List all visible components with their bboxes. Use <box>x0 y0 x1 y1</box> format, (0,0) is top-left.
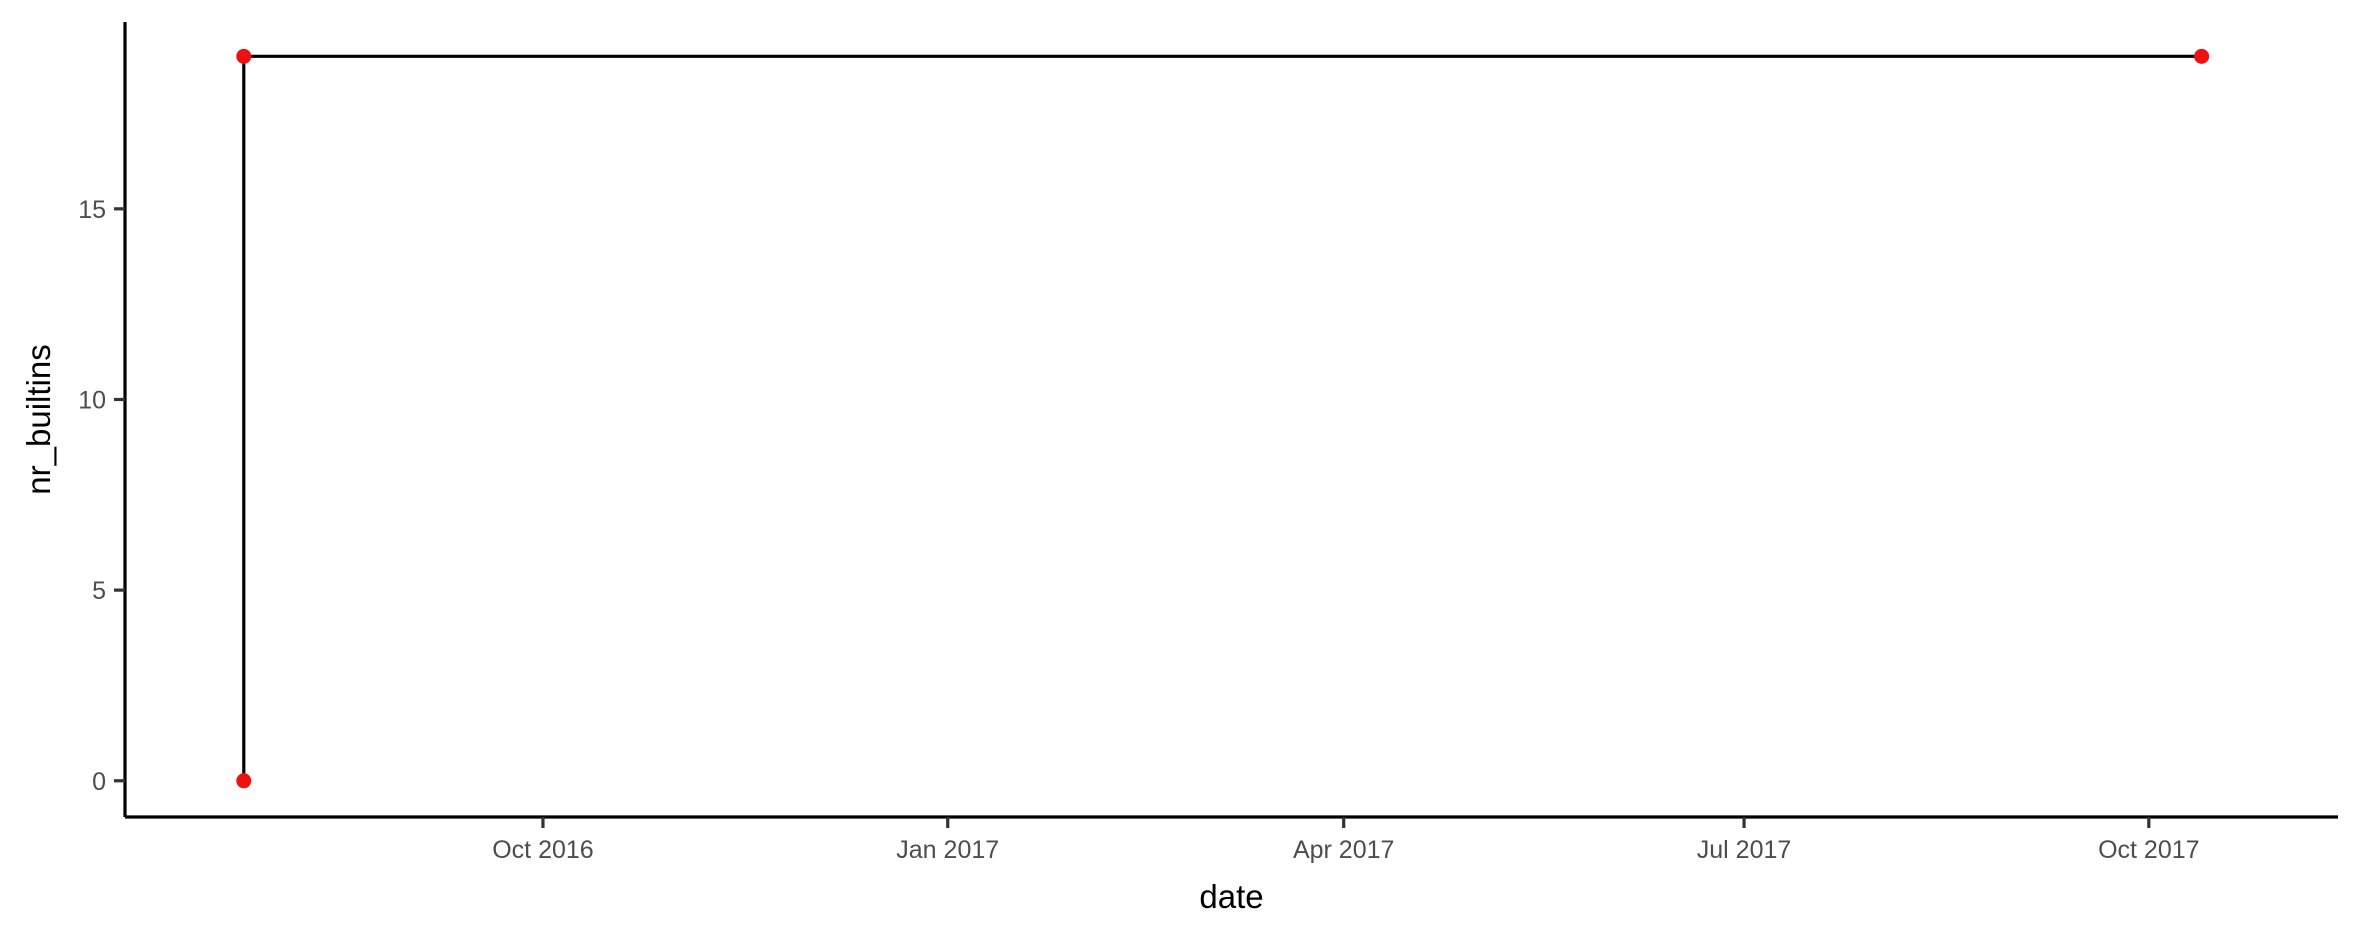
y-tick-label: 10 <box>78 386 106 414</box>
x-tick-label: Oct 2017 <box>2098 836 2199 864</box>
y-tick-label: 0 <box>92 768 106 796</box>
y-axis-title: nr_builtins <box>20 344 57 494</box>
data-point <box>236 773 252 789</box>
x-tick-label: Jan 2017 <box>896 836 999 864</box>
series-line <box>242 54 2202 781</box>
data-point <box>236 48 252 64</box>
axes <box>123 22 2338 819</box>
series <box>236 48 2210 789</box>
x-ticks: Oct 2016 Jan 2017 Apr 2017 Jul 2017 Oct 2017 <box>492 817 2200 864</box>
x-tick-label: Oct 2016 <box>492 836 593 864</box>
y-tick-label: 5 <box>92 577 106 605</box>
data-point <box>2194 48 2210 64</box>
x-axis-title: date <box>1199 878 1263 915</box>
x-tick-label: Apr 2017 <box>1293 836 1394 864</box>
x-tick-label: Jul 2017 <box>1697 836 1792 864</box>
y-tick-label: 15 <box>78 196 106 224</box>
y-ticks: 0 5 10 15 <box>78 196 125 796</box>
